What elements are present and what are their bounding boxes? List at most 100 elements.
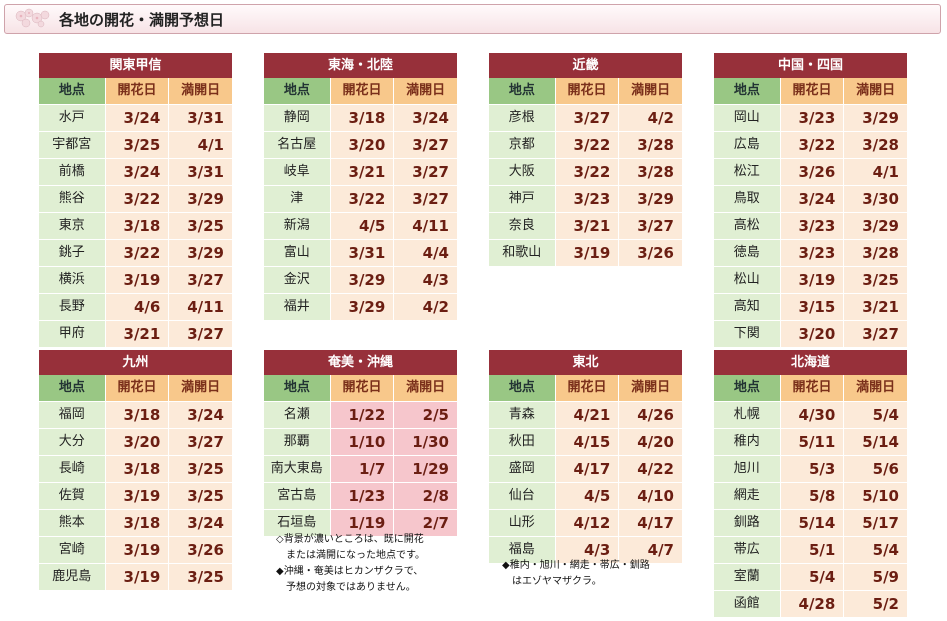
full-bloom-date-cell: 3/27: [619, 213, 682, 239]
place-cell: 前橋: [39, 159, 105, 185]
table-row: 松山 3/19 3/25: [714, 267, 907, 293]
full-bloom-date-cell: 5/9: [844, 564, 907, 590]
full-bloom-date-cell: 3/27: [394, 132, 457, 158]
table-row: 函館 4/28 5/2: [714, 591, 907, 617]
full-bloom-column-header: 満開日: [394, 375, 457, 401]
place-cell: 帯広: [714, 537, 780, 563]
table-row: 網走 5/8 5/10: [714, 483, 907, 509]
region-table: 中国・四国 地点 開花日 満開日 岡山 3/23 3/29 広島 3/22 3/28 松江 3/26 4…: [714, 53, 907, 347]
bloom-date-cell: 5/4: [780, 564, 844, 590]
place-cell: 宮古島: [264, 483, 330, 509]
region-header: 九州: [39, 350, 232, 375]
place-cell: 徳島: [714, 240, 780, 266]
table-row: 高知 3/15 3/21: [714, 294, 907, 320]
bloom-date-cell: 1/22: [330, 402, 394, 428]
place-cell: 福島: [489, 537, 555, 563]
region-header: 東北: [489, 350, 682, 375]
table-row: 室蘭 5/4 5/9: [714, 564, 907, 590]
place-cell: 名瀬: [264, 402, 330, 428]
table-row: 岡山 3/23 3/29: [714, 105, 907, 131]
place-cell: 網走: [714, 483, 780, 509]
place-cell: 静岡: [264, 105, 330, 131]
full-bloom-date-cell: 3/27: [394, 159, 457, 185]
bloom-column-header: 開花日: [105, 78, 169, 104]
bloom-date-cell: 3/21: [105, 321, 169, 347]
table-row: 青森 4/21 4/26: [489, 402, 682, 428]
table-row: 水戸 3/24 3/31: [39, 105, 232, 131]
full-bloom-date-cell: 5/10: [844, 483, 907, 509]
full-bloom-date-cell: 4/4: [394, 240, 457, 266]
full-bloom-date-cell: 4/2: [394, 294, 457, 320]
place-cell: 仙台: [489, 483, 555, 509]
bloom-column-header: 開花日: [330, 78, 394, 104]
table-row: 石垣島 1/19 2/7: [264, 510, 457, 536]
column-header-row: 地点 開花日 満開日: [489, 375, 682, 401]
region-header: 中国・四国: [714, 53, 907, 78]
place-cell: 函館: [714, 591, 780, 617]
place-cell: 那覇: [264, 429, 330, 455]
full-bloom-column-header: 満開日: [844, 78, 907, 104]
place-column-header: 地点: [39, 78, 105, 104]
full-bloom-date-cell: 3/28: [844, 240, 907, 266]
note-line: ◆沖縄・奄美はヒカンザクラで、: [276, 566, 424, 577]
table-row: 秋田 4/15 4/20: [489, 429, 682, 455]
place-cell: 岐阜: [264, 159, 330, 185]
full-bloom-date-cell: 3/27: [169, 267, 232, 293]
full-bloom-date-cell: 3/29: [619, 186, 682, 212]
table-row: 宇都宮 3/25 4/1: [39, 132, 232, 158]
region-header: 関東甲信: [39, 53, 232, 78]
bloom-date-cell: 3/22: [105, 240, 169, 266]
full-bloom-date-cell: 4/10: [619, 483, 682, 509]
table-row: 佐賀 3/19 3/25: [39, 483, 232, 509]
full-bloom-date-cell: 3/28: [844, 132, 907, 158]
place-cell: 甲府: [39, 321, 105, 347]
full-bloom-date-cell: 5/2: [844, 591, 907, 617]
bloom-date-cell: 3/22: [105, 186, 169, 212]
table-row: 帯広 5/1 5/4: [714, 537, 907, 563]
full-bloom-date-cell: 3/31: [169, 159, 232, 185]
full-bloom-date-cell: 1/30: [394, 429, 457, 455]
table-row: 宮崎 3/19 3/26: [39, 537, 232, 563]
table-row: 京都 3/22 3/28: [489, 132, 682, 158]
bloom-column-header: 開花日: [330, 375, 394, 401]
bloom-date-cell: 5/1: [780, 537, 844, 563]
full-bloom-date-cell: 3/25: [169, 456, 232, 482]
bloom-date-cell: 3/23: [555, 186, 619, 212]
place-cell: 金沢: [264, 267, 330, 293]
bloom-column-header: 開花日: [105, 375, 169, 401]
bloom-date-cell: 3/31: [330, 240, 394, 266]
bloom-date-cell: 1/23: [330, 483, 394, 509]
bloom-date-cell: 3/19: [105, 483, 169, 509]
place-cell: 長崎: [39, 456, 105, 482]
full-bloom-date-cell: 3/27: [394, 186, 457, 212]
full-bloom-date-cell: 3/27: [169, 321, 232, 347]
full-bloom-column-header: 満開日: [619, 78, 682, 104]
place-cell: 宇都宮: [39, 132, 105, 158]
place-column-header: 地点: [489, 78, 555, 104]
bloom-date-cell: 3/18: [105, 402, 169, 428]
page-title: 各地の開花・満開予想日: [59, 11, 225, 29]
place-column-header: 地点: [264, 375, 330, 401]
bloom-column-header: 開花日: [780, 375, 844, 401]
place-cell: 札幌: [714, 402, 780, 428]
full-bloom-date-cell: 3/27: [844, 321, 907, 347]
bloom-date-cell: 3/19: [555, 240, 619, 266]
table-row: 東京 3/18 3/25: [39, 213, 232, 239]
bloom-date-cell: 3/23: [780, 213, 844, 239]
table-row: 横浜 3/19 3/27: [39, 267, 232, 293]
place-column-header: 地点: [714, 375, 780, 401]
table-row: 福井 3/29 4/2: [264, 294, 457, 320]
full-bloom-date-cell: 3/24: [394, 105, 457, 131]
full-bloom-date-cell: 2/7: [394, 510, 457, 536]
region-table: 九州 地点 開花日 満開日 福岡 3/18 3/24 大分 3/20 3/27 長崎 3/18 3/25…: [39, 350, 232, 590]
full-bloom-date-cell: 5/17: [844, 510, 907, 536]
bloom-date-cell: 3/24: [105, 159, 169, 185]
place-cell: 宮崎: [39, 537, 105, 563]
bloom-date-cell: 4/17: [555, 456, 619, 482]
table-row: 名古屋 3/20 3/27: [264, 132, 457, 158]
table-row: 徳島 3/23 3/28: [714, 240, 907, 266]
bloom-date-cell: 3/18: [105, 456, 169, 482]
full-bloom-column-header: 満開日: [619, 375, 682, 401]
place-cell: 横浜: [39, 267, 105, 293]
table-row: 大分 3/20 3/27: [39, 429, 232, 455]
